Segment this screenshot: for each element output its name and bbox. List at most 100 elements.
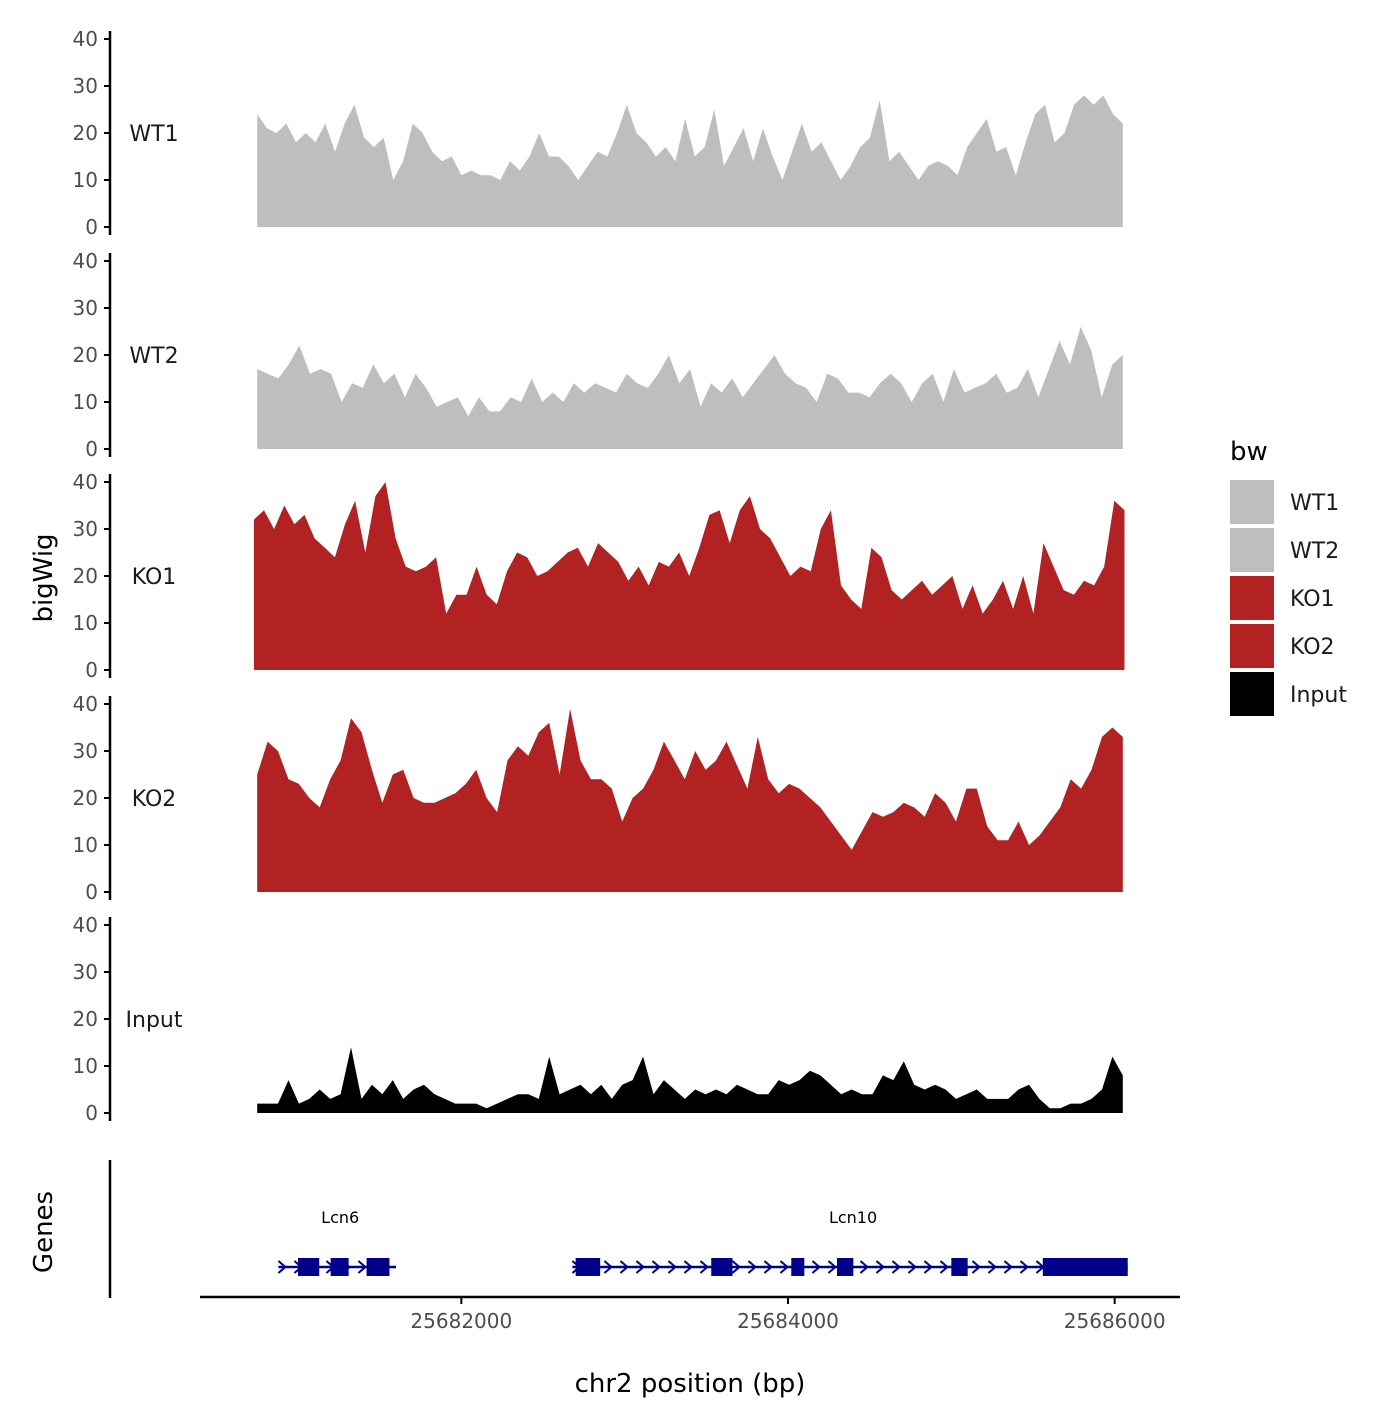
track-label-ko1: KO1: [132, 565, 177, 590]
strand-arrow: [747, 1260, 757, 1274]
exon: [951, 1258, 968, 1276]
area-wt1: [257, 95, 1123, 228]
track-ko2: 0 10 20 30 40 KO2: [73, 692, 1123, 904]
strand-arrow: [987, 1260, 997, 1274]
strand-arrow: [1019, 1260, 1029, 1274]
genes-layer: Lcn6 Lcn10: [108, 1160, 1128, 1298]
strand-arrow: [651, 1260, 661, 1274]
legend-label-input: Input: [1290, 683, 1347, 708]
track-label-input: Input: [126, 1008, 183, 1033]
y-tick-label: 0: [85, 880, 98, 904]
legend-key-wt2: [1230, 528, 1274, 572]
y-tick-label: 20: [73, 786, 98, 810]
area-wt2: [257, 326, 1123, 449]
strand-arrow: [667, 1260, 677, 1274]
strand-arrow: [357, 1260, 367, 1274]
y-tick-label: 10: [73, 833, 98, 857]
strand-arrow: [763, 1260, 773, 1274]
y-tick-label: 40: [73, 913, 98, 937]
legend-key-wt1: [1230, 480, 1274, 524]
strand-arrow: [827, 1260, 837, 1274]
x-tick-label: 25686000: [1064, 1309, 1166, 1333]
x-axis-title: chr2 position (bp): [575, 1369, 806, 1399]
track-label-wt1: WT1: [129, 122, 178, 147]
y-tick-label: 0: [85, 1101, 98, 1125]
strand-arrow: [1003, 1260, 1013, 1274]
x-axis: 25682000 25684000 25686000: [200, 1295, 1180, 1333]
y-tick-label: 40: [73, 27, 98, 51]
legend-label-ko2: KO2: [1290, 635, 1335, 660]
gene-lcn6: Lcn6: [277, 1208, 396, 1276]
legend-label-wt1: WT1: [1290, 491, 1339, 516]
strand-arrow: [891, 1260, 901, 1274]
y-tick-label: 30: [73, 74, 98, 98]
y-tick-label: 0: [85, 437, 98, 461]
exon: [575, 1258, 601, 1276]
y-tick-label: 30: [73, 296, 98, 320]
y-tick-label: 30: [73, 739, 98, 763]
y-tick-label: 20: [73, 121, 98, 145]
area-ko2: [257, 708, 1123, 892]
y-tick-label: 20: [73, 343, 98, 367]
strand-arrow: [635, 1260, 645, 1274]
legend-label-wt2: WT2: [1290, 539, 1339, 564]
y-tick-label: 10: [73, 1054, 98, 1078]
exon: [366, 1258, 390, 1276]
y-tick-label: 0: [85, 215, 98, 239]
exon: [837, 1258, 854, 1276]
legend-key-input: [1230, 672, 1274, 716]
y-tick-label: 30: [73, 517, 98, 541]
legend: bw WT1 WT2 KO1 KO2 Input: [1230, 437, 1347, 716]
y-tick-label: 10: [73, 611, 98, 635]
strand-arrow: [779, 1260, 789, 1274]
y-tick-label: 40: [73, 470, 98, 494]
y-tick-label: 30: [73, 960, 98, 984]
strand-arrow: [699, 1260, 709, 1274]
strand-arrow: [859, 1260, 869, 1274]
exon: [1042, 1258, 1128, 1276]
strand-arrow: [683, 1260, 693, 1274]
x-tick-label: 25682000: [410, 1309, 512, 1333]
track-wt2: 0 10 20 30 40 WT2: [73, 249, 1123, 461]
exon: [711, 1258, 733, 1276]
gene-label: Lcn10: [829, 1208, 877, 1227]
exon: [330, 1258, 349, 1276]
y-tick-label: 10: [73, 168, 98, 192]
area-ko1: [253, 482, 1125, 670]
y-tick-label: 10: [73, 390, 98, 414]
track-ko1: 0 10 20 30 40 KO1: [73, 470, 1125, 682]
y-axis-title: bigWig: [29, 533, 59, 622]
strand-arrow: [811, 1260, 821, 1274]
strand-arrow: [731, 1260, 741, 1274]
track-label-ko2: KO2: [132, 787, 177, 812]
legend-title: bw: [1230, 437, 1268, 467]
x-tick-label: 25684000: [737, 1309, 839, 1333]
strand-arrow: [603, 1260, 613, 1274]
track-input: 0 10 20 30 40 Input: [73, 913, 1123, 1125]
legend-key-ko2: [1230, 624, 1274, 668]
gene-lcn10: Lcn10: [571, 1208, 1128, 1276]
y-tick-label: 20: [73, 1007, 98, 1031]
legend-key-ko1: [1230, 576, 1274, 620]
y-tick-label: 40: [73, 692, 98, 716]
strand-arrow: [971, 1260, 981, 1274]
track-label-wt2: WT2: [129, 344, 178, 369]
track-wt1: 0 10 20 30 40 WT1: [73, 27, 1123, 239]
exon: [791, 1258, 805, 1276]
legend-label-ko1: KO1: [1290, 587, 1335, 612]
tracks-layer: 0 10 20 30 40 WT1 0 10 20 30 40 WT2 0 10 20 30 40 KO1 0 10 2…: [73, 27, 1125, 1125]
genes-axis-title: Genes: [29, 1191, 59, 1273]
y-tick-label: 40: [73, 249, 98, 273]
strand-arrow: [923, 1260, 933, 1274]
area-input: [257, 1047, 1123, 1113]
strand-arrow: [907, 1260, 917, 1274]
gene-label: Lcn6: [321, 1208, 359, 1227]
strand-arrow: [277, 1260, 287, 1274]
strand-arrow: [939, 1260, 949, 1274]
exon: [298, 1258, 320, 1276]
y-tick-label: 0: [85, 658, 98, 682]
strand-arrow: [619, 1260, 629, 1274]
y-tick-label: 20: [73, 564, 98, 588]
strand-arrow: [875, 1260, 885, 1274]
